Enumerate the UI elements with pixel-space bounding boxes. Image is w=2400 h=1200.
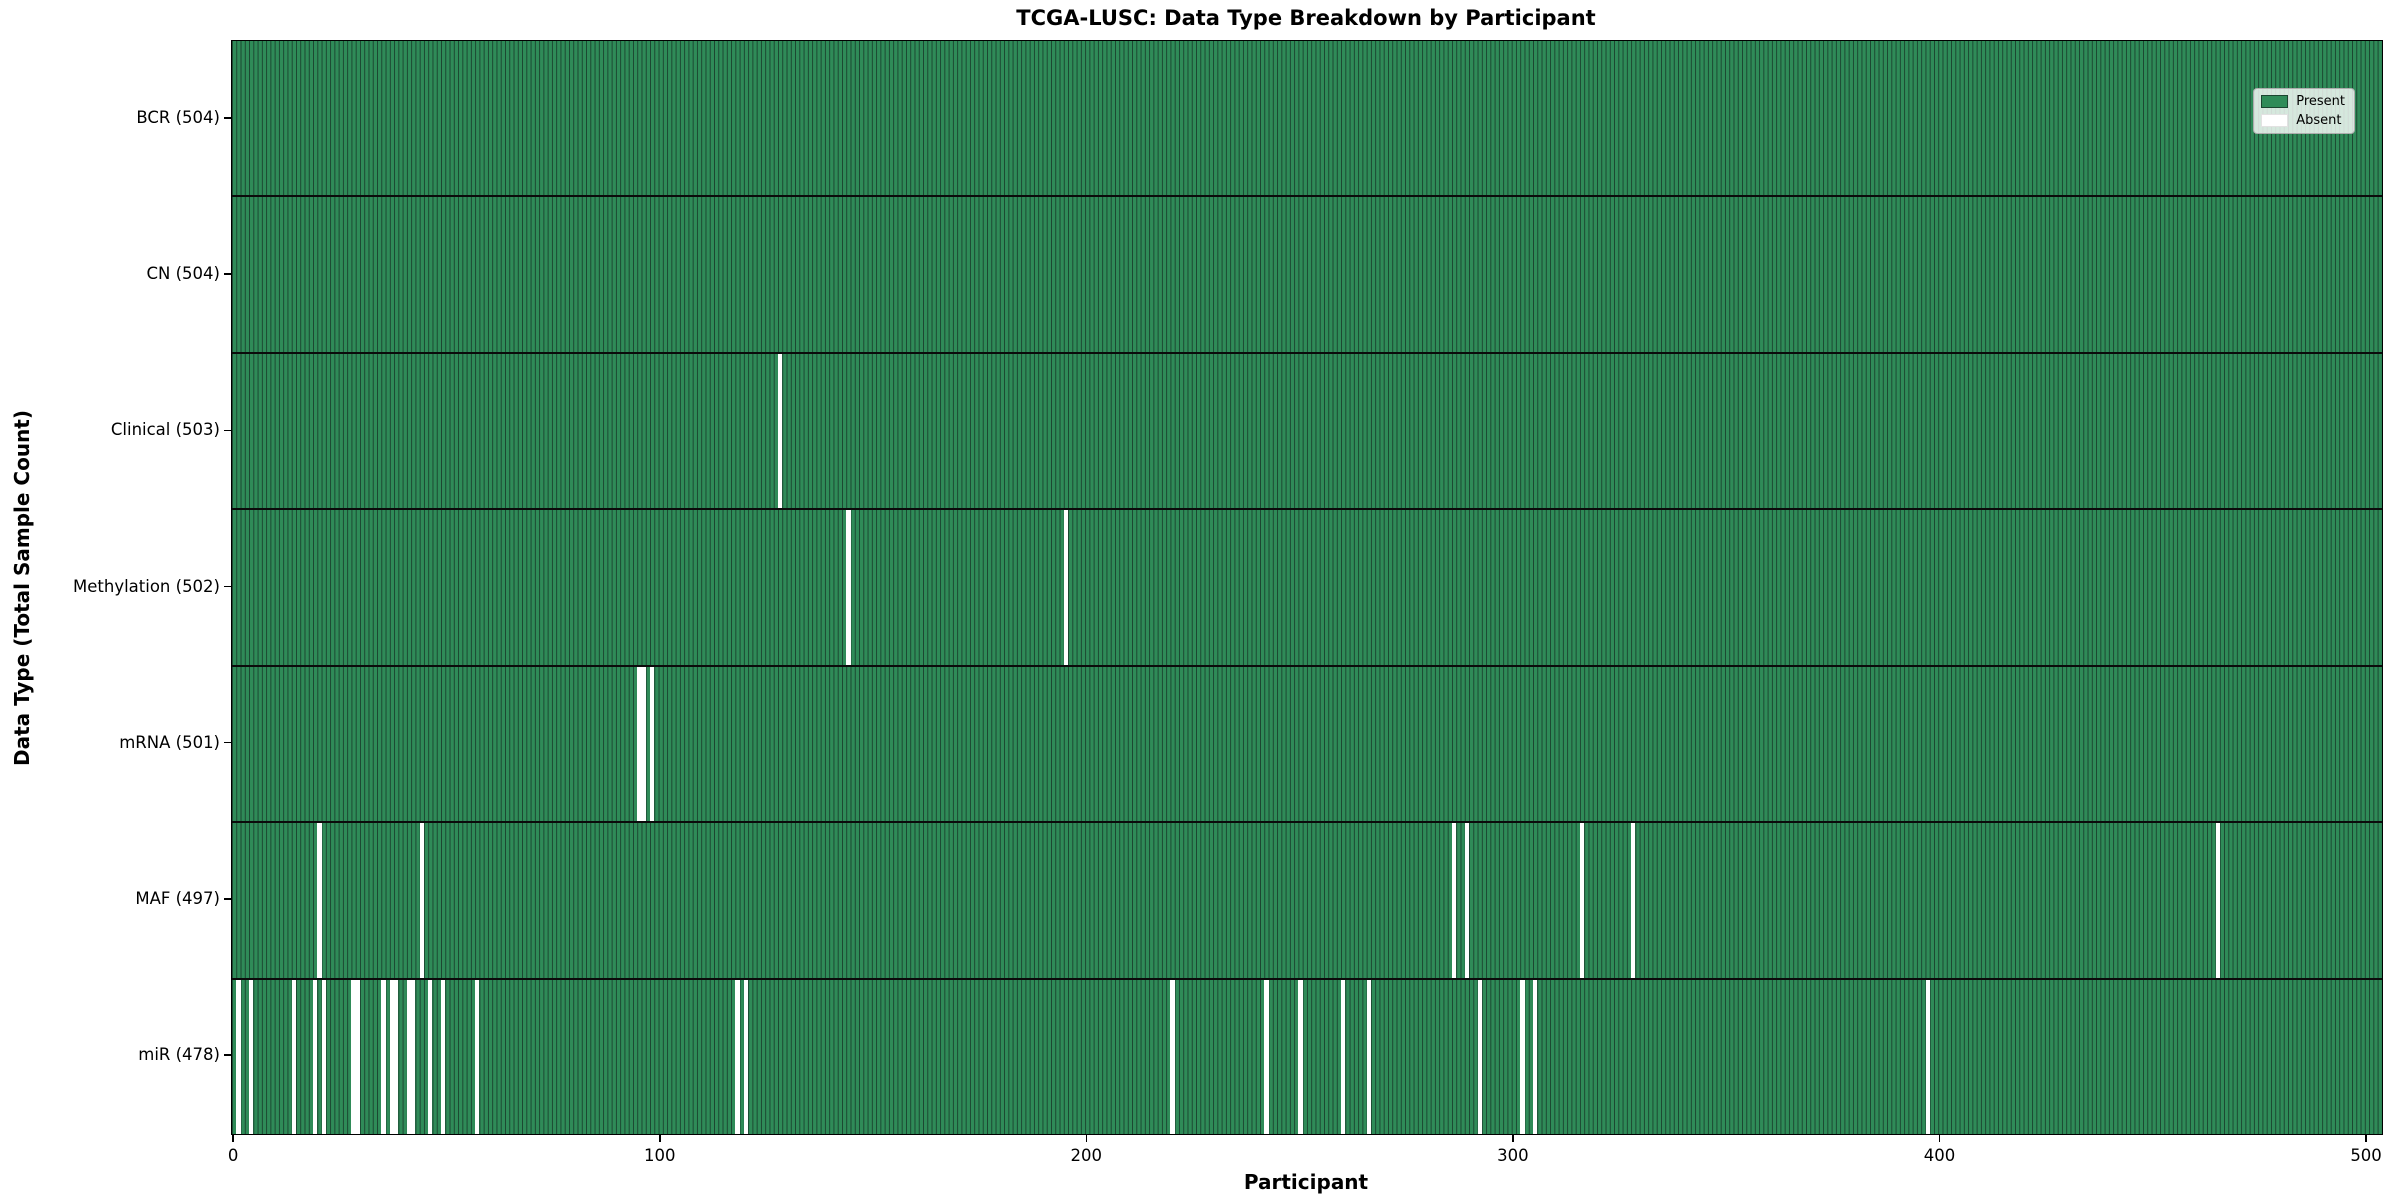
x-tick-mark	[2365, 1135, 2367, 1142]
x-tick-mark	[232, 1135, 234, 1142]
y-tick-mark	[224, 585, 231, 588]
legend-entry-absent: Absent	[2261, 113, 2345, 128]
absent-stripe	[411, 979, 416, 1134]
absent-stripe	[2215, 823, 2220, 978]
y-tick-mark	[224, 741, 231, 744]
absent-stripe	[441, 979, 446, 1134]
heatmap-row-mRNA	[232, 666, 2382, 824]
y-tick-label-mRNA: mRNA (501)	[119, 732, 220, 752]
absent-stripe	[351, 979, 356, 1134]
x-tick-mark	[1938, 1135, 1941, 1142]
absent-stripe	[743, 979, 749, 1134]
absent-stripe	[321, 979, 326, 1134]
absent-stripe	[650, 666, 655, 822]
plot-area: Present Absent	[231, 40, 2383, 1135]
absent-stripe	[641, 666, 646, 822]
x-tick-label-0: 0	[227, 1146, 239, 1165]
absent-stripe	[778, 353, 783, 509]
heatmap-row-CN	[232, 197, 2382, 354]
absent-stripe	[389, 979, 395, 1134]
absent-stripe	[406, 979, 412, 1134]
heatmap-row-Clinical	[232, 353, 2382, 511]
absent-stripe	[236, 979, 241, 1134]
legend-label-absent: Absent	[2296, 113, 2342, 128]
absent-stripe	[475, 979, 480, 1134]
absent-stripe	[1063, 510, 1069, 665]
absent-stripe	[419, 823, 424, 978]
legend: Present Absent	[2253, 88, 2355, 134]
legend-label-present: Present	[2296, 94, 2345, 109]
absent-stripe	[1298, 979, 1303, 1134]
legend-entry-present: Present	[2261, 94, 2345, 109]
legend-swatch-absent	[2261, 114, 2289, 127]
heatmap-rows	[232, 41, 2382, 1134]
y-tick-mark	[224, 273, 231, 275]
x-tick-mark	[1512, 1135, 1514, 1142]
absent-stripe	[1631, 823, 1636, 978]
y-tick-label-miR: miR (478)	[138, 1044, 220, 1064]
absent-stripe	[1580, 823, 1585, 978]
heatmap-row-MAF	[232, 823, 2382, 980]
absent-stripe	[1366, 979, 1371, 1134]
y-tick-label-Clinical: Clinical (503)	[110, 420, 220, 440]
absent-stripe	[317, 823, 322, 978]
absent-stripe	[735, 979, 740, 1134]
y-tick-mark	[224, 897, 231, 900]
absent-stripe	[291, 979, 296, 1134]
x-tick-label-400: 400	[1923, 1146, 1956, 1165]
y-tick-label-MAF: MAF (497)	[135, 888, 220, 908]
absent-stripe	[1264, 979, 1269, 1134]
absent-stripe	[355, 979, 360, 1134]
absent-stripe	[1925, 979, 1930, 1134]
x-tick-label-100: 100	[643, 1146, 676, 1165]
x-tick-label-200: 200	[1070, 1146, 1103, 1165]
y-tick-mark	[224, 117, 231, 119]
heatmap-row-Methylation	[232, 510, 2382, 667]
absent-stripe	[637, 666, 642, 822]
absent-stripe	[1533, 979, 1538, 1134]
absent-stripe	[313, 979, 318, 1134]
absent-stripe	[1477, 979, 1482, 1134]
y-tick-label-CN: CN (504)	[146, 264, 220, 284]
absent-stripe	[428, 979, 433, 1134]
x-tick-mark	[658, 1135, 661, 1142]
y-tick-mark	[224, 429, 231, 432]
heatmap-row-miR	[232, 979, 2382, 1134]
absent-stripe	[1170, 979, 1175, 1134]
x-tick-label-500: 500	[2350, 1146, 2382, 1165]
y-tick-label-Methylation: Methylation (502)	[73, 576, 220, 596]
y-tick-label-BCR: BCR (504)	[136, 108, 220, 128]
chart-title: TCGA-LUSC: Data Type Breakdown by Partic…	[1016, 6, 1596, 30]
absent-stripe	[1520, 979, 1525, 1134]
x-tick-label-300: 300	[1497, 1146, 1529, 1165]
absent-stripe	[1341, 979, 1346, 1134]
absent-stripe	[381, 979, 386, 1134]
absent-stripe	[394, 979, 399, 1134]
absent-stripe	[846, 510, 851, 665]
absent-stripe	[249, 979, 254, 1134]
absent-stripe	[1464, 823, 1470, 978]
heatmap-row-BCR	[232, 41, 2382, 198]
y-tick-mark	[224, 1054, 231, 1056]
x-tick-mark	[1085, 1135, 1088, 1142]
absent-stripe	[1452, 823, 1457, 978]
x-axis-title: Participant	[1243, 1170, 1369, 1194]
legend-swatch-present	[2261, 95, 2289, 108]
